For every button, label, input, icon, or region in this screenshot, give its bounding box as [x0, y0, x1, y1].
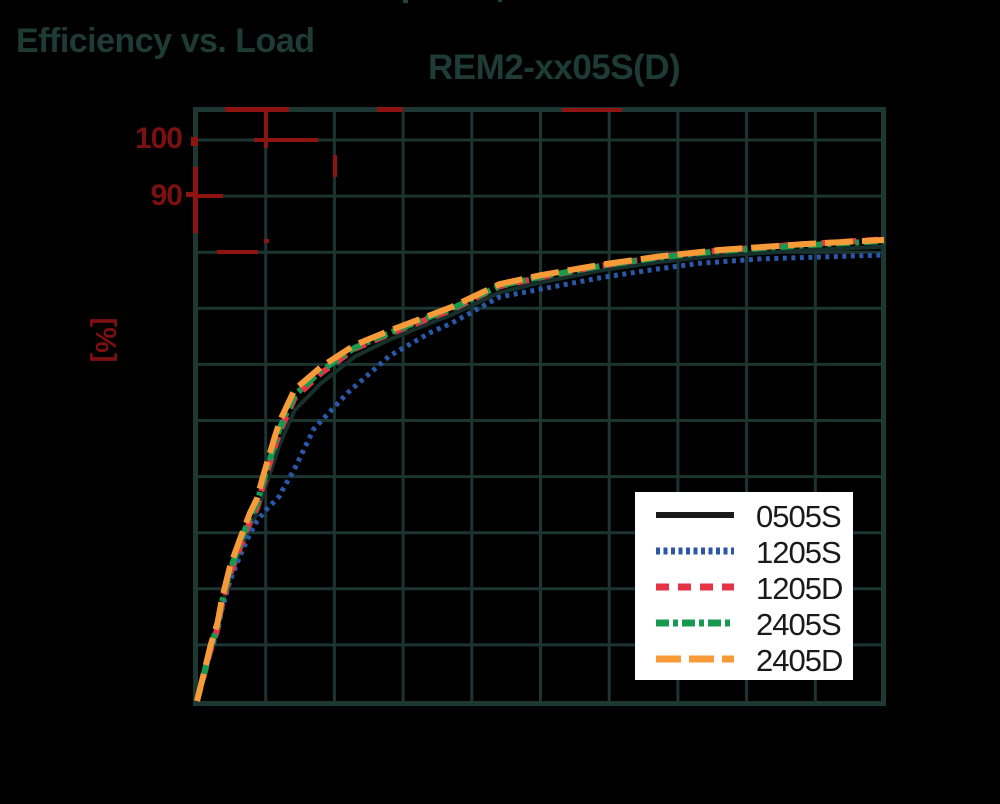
red-artifact-mark [186, 192, 198, 197]
chart-title: REM2-xx05S(D) [428, 48, 681, 87]
legend-item-1205S: 1205S [635, 534, 853, 570]
legend-item-2405S: 2405S [635, 606, 853, 642]
legend-line-sample-1205S [635, 543, 756, 561]
y-axis-unit-label: [%] [89, 317, 121, 363]
edge-speck [403, 0, 408, 3]
legend-label-0505S: 0505S [756, 498, 842, 534]
legend-item-2405D: 2405D [635, 642, 853, 678]
red-artifact-mark [225, 107, 289, 112]
legend-label-1205D: 1205D [756, 570, 843, 606]
red-artifact-mark [562, 108, 622, 112]
legend-label-1205S: 1205S [756, 534, 842, 570]
legend-label-2405D: 2405D [756, 642, 843, 678]
chart-legend: 0505S 1205S 1205D 2405S 2405D [635, 492, 853, 680]
legend-item-1205D: 1205D [635, 570, 853, 606]
red-artifact-mark [191, 137, 198, 146]
red-artifact-mark [254, 138, 318, 142]
red-artifact-mark [193, 167, 198, 233]
legend-label-2405S: 2405S [756, 606, 842, 642]
section-title: Efficiency vs. Load [16, 22, 315, 60]
legend-line-sample-2405D [635, 651, 756, 669]
red-artifact-mark [197, 194, 223, 198]
legend-line-sample-1205D [635, 579, 756, 597]
plot-frame [193, 107, 886, 706]
legend-line-sample-0505S [635, 507, 756, 525]
red-artifact-mark [264, 239, 269, 243]
edge-speck [498, 0, 502, 2]
y-axis-tick-label-90: 90 [150, 179, 183, 212]
legend-item-0505S: 0505S [635, 498, 853, 534]
y-axis-tick-label-100: 100 [134, 122, 183, 155]
legend-line-sample-2405S [635, 615, 756, 633]
red-artifact-mark [333, 155, 337, 177]
red-artifact-mark [264, 108, 268, 148]
red-artifact-mark [377, 107, 403, 112]
red-artifact-mark [217, 250, 258, 254]
